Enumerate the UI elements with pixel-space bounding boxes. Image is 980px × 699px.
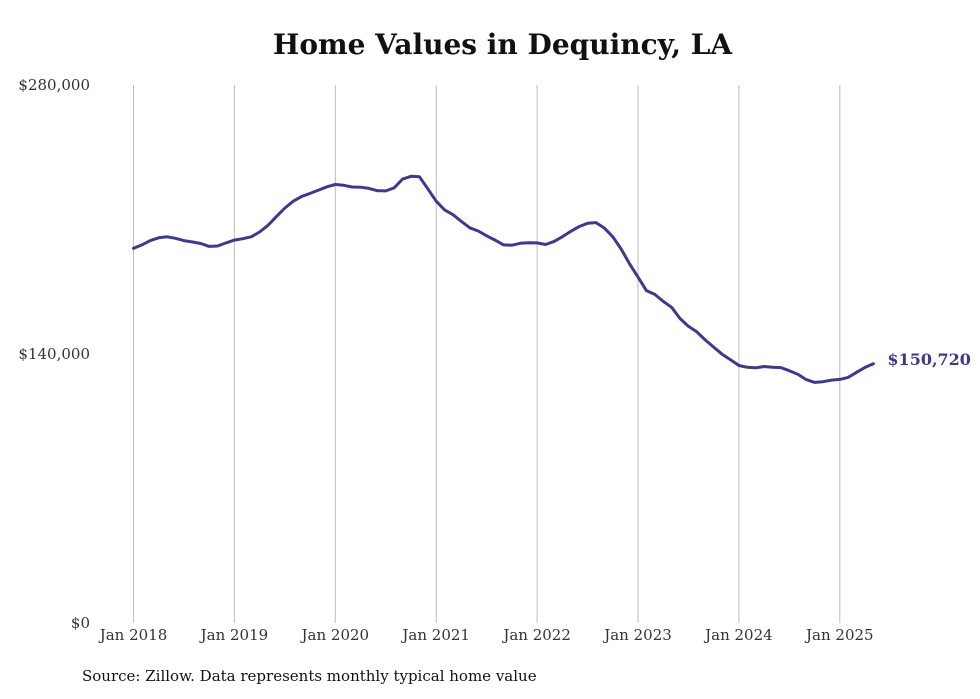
x-tick-label: Jan 2021	[400, 626, 470, 644]
x-tick-label: Jan 2025	[804, 626, 874, 644]
chart-title: Home Values in Dequincy, LA	[272, 28, 733, 61]
gridlines	[133, 85, 841, 623]
end-value-label: $150,720	[887, 350, 971, 369]
x-tick-label: Jan 2023	[602, 626, 672, 644]
x-tick-label: Jan 2018	[98, 626, 168, 644]
x-tick-label: Jan 2019	[199, 626, 269, 644]
x-tick-label: Jan 2020	[300, 626, 370, 644]
y-axis: $0 $140,000 $280,000	[18, 76, 90, 632]
x-tick-label: Jan 2024	[703, 626, 773, 644]
end-labels: $150,720	[887, 350, 971, 369]
y-tick-label: $140,000	[18, 345, 90, 363]
series	[132, 174, 875, 384]
source-note: Source: Zillow. Data represents monthly …	[82, 667, 537, 685]
y-tick-label: $280,000	[18, 76, 90, 94]
y-tick-label: $0	[71, 614, 90, 632]
x-tick-label: Jan 2022	[501, 626, 571, 644]
x-axis: Jan 2018 Jan 2019 Jan 2020 Jan 2021 Jan 2022…	[98, 626, 874, 644]
series-line	[132, 174, 875, 384]
